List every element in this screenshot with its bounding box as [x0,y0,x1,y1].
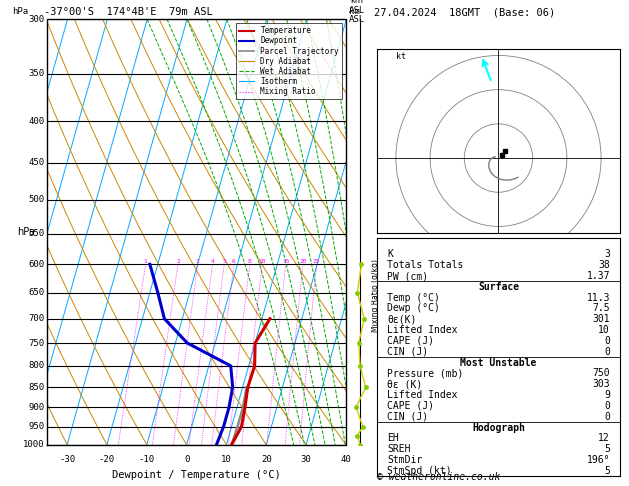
Text: 20: 20 [261,455,272,464]
Text: hPa: hPa [18,227,35,237]
Text: CIN (J): CIN (J) [387,412,428,422]
Text: SREH: SREH [387,444,411,454]
Text: Hodograph: Hodograph [472,422,525,433]
Text: 3: 3 [349,314,355,323]
Text: 550: 550 [28,229,44,238]
Text: kt: kt [396,52,406,61]
Text: Totals Totals: Totals Totals [387,260,464,270]
Text: -20: -20 [99,455,115,464]
Text: CIN (J): CIN (J) [387,347,428,357]
Text: Pressure (mb): Pressure (mb) [387,368,464,379]
Text: Lifted Index: Lifted Index [387,390,457,400]
Text: 7.5: 7.5 [593,303,610,313]
Text: 3: 3 [604,249,610,260]
Text: 0: 0 [184,455,189,464]
Text: 650: 650 [28,288,44,297]
Text: 1: 1 [349,403,355,412]
Text: 950: 950 [28,422,44,431]
Text: 27.04.2024  18GMT  (Base: 06): 27.04.2024 18GMT (Base: 06) [374,7,555,17]
Text: 4: 4 [211,259,214,264]
Text: 750: 750 [593,368,610,379]
Text: 6: 6 [349,181,355,190]
Text: 8: 8 [248,259,252,264]
Text: 400: 400 [28,117,44,125]
Text: 301: 301 [593,314,610,324]
Text: θε(K): θε(K) [387,314,416,324]
Text: 300: 300 [28,15,44,24]
Text: 7: 7 [349,130,355,139]
Text: 800: 800 [28,362,44,370]
Text: 1000: 1000 [23,440,44,449]
Text: 15: 15 [282,259,289,264]
Text: 500: 500 [28,195,44,205]
Text: km: km [349,7,360,17]
Text: 0: 0 [604,336,610,346]
Text: 303: 303 [593,379,610,389]
Text: 2: 2 [349,362,355,370]
Text: Surface: Surface [478,282,519,292]
Text: Temp (°C): Temp (°C) [387,293,440,303]
Text: EH: EH [387,434,399,443]
Text: 38: 38 [598,260,610,270]
Text: hPa: hPa [13,7,29,17]
Text: 1: 1 [144,259,148,264]
Text: 4: 4 [349,271,355,280]
Text: -30: -30 [59,455,75,464]
Text: Lifted Index: Lifted Index [387,325,457,335]
Text: 9: 9 [604,390,610,400]
Text: 0: 0 [604,412,610,422]
Text: CAPE (J): CAPE (J) [387,336,434,346]
Text: Dewpoint / Temperature (°C): Dewpoint / Temperature (°C) [112,470,281,480]
Text: K: K [387,249,393,260]
Text: 5: 5 [604,444,610,454]
Legend: Temperature, Dewpoint, Parcel Trajectory, Dry Adiabat, Wet Adiabat, Isotherm, Mi: Temperature, Dewpoint, Parcel Trajectory… [236,23,342,99]
Text: Most Unstable: Most Unstable [460,358,537,367]
Text: 11.3: 11.3 [586,293,610,303]
Text: 0: 0 [604,401,610,411]
Text: 20: 20 [299,259,307,264]
Text: 12: 12 [598,434,610,443]
Text: θε (K): θε (K) [387,379,422,389]
Text: © weatheronline.co.uk: © weatheronline.co.uk [377,472,501,482]
Text: 5: 5 [222,259,226,264]
Text: 700: 700 [28,314,44,323]
Text: 750: 750 [28,339,44,347]
Text: 3: 3 [196,259,200,264]
Text: 0: 0 [604,347,610,357]
Text: -37°00'S  174°4B'E  79m ASL: -37°00'S 174°4B'E 79m ASL [44,7,213,17]
Text: 5: 5 [349,229,355,238]
Text: Mixing Ratio (g/kg): Mixing Ratio (g/kg) [371,260,381,332]
Text: Dewp (°C): Dewp (°C) [387,303,440,313]
Text: CAPE (J): CAPE (J) [387,401,434,411]
Text: LCL: LCL [349,431,364,440]
Text: 1.37: 1.37 [586,271,610,281]
Text: 850: 850 [28,383,44,392]
Text: 40: 40 [340,455,352,464]
Text: -10: -10 [139,455,155,464]
Text: PW (cm): PW (cm) [387,271,428,281]
Text: 25: 25 [313,259,320,264]
Text: 5: 5 [604,466,610,476]
Text: 10: 10 [221,455,232,464]
Text: 450: 450 [28,158,44,167]
Text: 350: 350 [28,69,44,78]
Text: 196°: 196° [586,455,610,465]
Text: 2: 2 [176,259,180,264]
Text: 10: 10 [598,325,610,335]
Text: km
ASL: km ASL [349,0,365,15]
Text: StmSpd (kt): StmSpd (kt) [387,466,452,476]
Text: 8: 8 [349,74,355,84]
Text: 30: 30 [301,455,311,464]
Text: 10: 10 [259,259,266,264]
Text: ASL: ASL [349,15,365,24]
Text: 900: 900 [28,403,44,412]
Text: StmDir: StmDir [387,455,422,465]
Text: 6: 6 [232,259,236,264]
Text: 600: 600 [28,260,44,269]
